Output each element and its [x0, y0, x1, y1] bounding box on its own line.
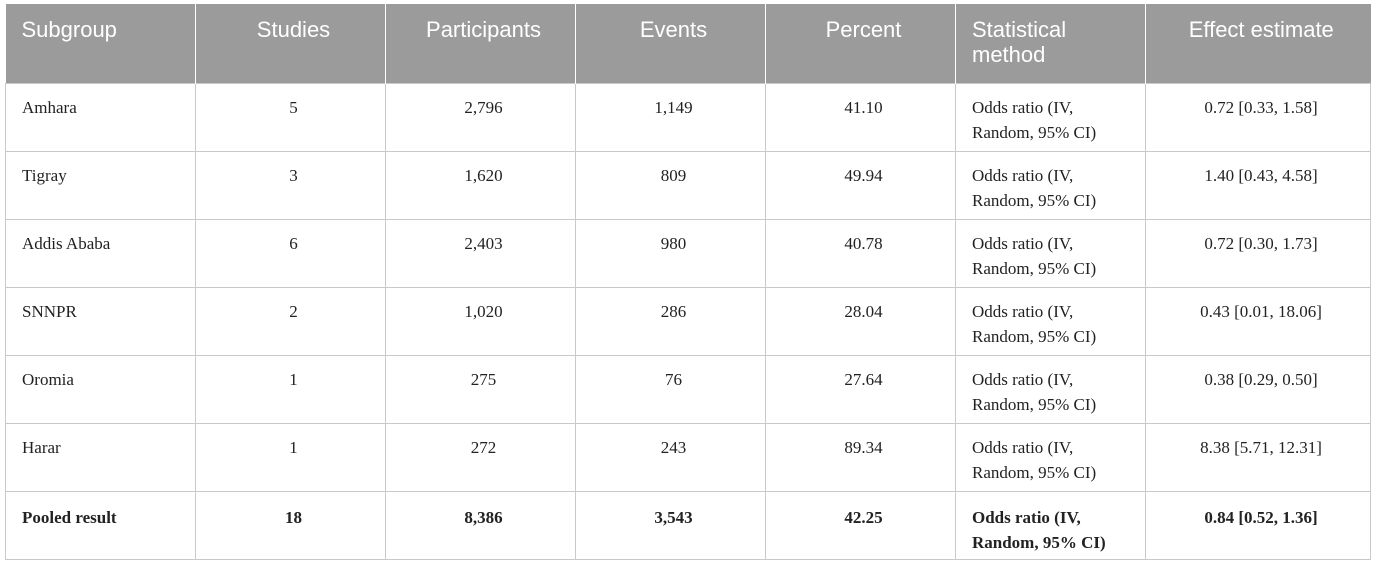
header-percent: Percent — [765, 4, 956, 83]
cell-statistical-method: Odds ratio (IV, Random, 95% CI) — [955, 82, 1146, 152]
cell-statistical-method: Odds ratio (IV, Random, 95% CI) — [955, 490, 1146, 560]
cell-percent: 49.94 — [765, 150, 956, 220]
cell-events: 3,543 — [575, 490, 766, 560]
cell-statistical-method: Odds ratio (IV, Random, 95% CI) — [955, 422, 1146, 492]
header-studies: Studies — [195, 4, 386, 83]
table-container: Subgroup Studies Participants Events Per… — [5, 4, 1371, 560]
cell-participants: 1,020 — [385, 286, 576, 356]
header-statistical-method: Statistical method — [955, 4, 1146, 83]
cell-subgroup: Harar — [5, 422, 196, 492]
cell-percent: 40.78 — [765, 218, 956, 288]
header-participants: Participants — [385, 4, 576, 83]
cell-participants: 8,386 — [385, 490, 576, 560]
cell-statistical-method: Odds ratio (IV, Random, 95% CI) — [955, 218, 1146, 288]
cell-studies: 3 — [195, 150, 386, 220]
table-row: Addis Ababa 6 2,403 980 40.78 Odds ratio… — [5, 218, 1371, 288]
header-effect-estimate: Effect estimate — [1145, 4, 1371, 83]
cell-effect-estimate: 8.38 [5.71, 12.31] — [1145, 422, 1371, 492]
cell-subgroup: SNNPR — [5, 286, 196, 356]
cell-effect-estimate: 0.84 [0.52, 1.36] — [1145, 490, 1371, 560]
pooled-result-row: Pooled result 18 8,386 3,543 42.25 Odds … — [5, 490, 1371, 560]
cell-percent: 41.10 — [765, 82, 956, 152]
header-events: Events — [575, 4, 766, 83]
cell-studies: 2 — [195, 286, 386, 356]
cell-participants: 2,796 — [385, 82, 576, 152]
cell-statistical-method: Odds ratio (IV, Random, 95% CI) — [955, 150, 1146, 220]
table-row: Harar 1 272 243 89.34 Odds ratio (IV, Ra… — [5, 422, 1371, 492]
cell-statistical-method: Odds ratio (IV, Random, 95% CI) — [955, 354, 1146, 424]
cell-effect-estimate: 1.40 [0.43, 4.58] — [1145, 150, 1371, 220]
cell-percent: 28.04 — [765, 286, 956, 356]
cell-events: 1,149 — [575, 82, 766, 152]
table-header-row: Subgroup Studies Participants Events Per… — [5, 4, 1371, 83]
cell-events: 76 — [575, 354, 766, 424]
table-row: Tigray 3 1,620 809 49.94 Odds ratio (IV,… — [5, 150, 1371, 220]
cell-studies: 1 — [195, 422, 386, 492]
cell-effect-estimate: 0.72 [0.33, 1.58] — [1145, 82, 1371, 152]
cell-subgroup: Tigray — [5, 150, 196, 220]
cell-subgroup: Pooled result — [5, 490, 196, 560]
header-subgroup: Subgroup — [5, 4, 196, 83]
cell-events: 243 — [575, 422, 766, 492]
cell-subgroup: Addis Ababa — [5, 218, 196, 288]
cell-effect-estimate: 0.38 [0.29, 0.50] — [1145, 354, 1371, 424]
cell-subgroup: Amhara — [5, 82, 196, 152]
cell-participants: 275 — [385, 354, 576, 424]
cell-participants: 272 — [385, 422, 576, 492]
cell-events: 980 — [575, 218, 766, 288]
cell-effect-estimate: 0.72 [0.30, 1.73] — [1145, 218, 1371, 288]
cell-percent: 27.64 — [765, 354, 956, 424]
cell-statistical-method: Odds ratio (IV, Random, 95% CI) — [955, 286, 1146, 356]
cell-participants: 1,620 — [385, 150, 576, 220]
cell-participants: 2,403 — [385, 218, 576, 288]
cell-percent: 42.25 — [765, 490, 956, 560]
cell-studies: 18 — [195, 490, 386, 560]
cell-studies: 5 — [195, 82, 386, 152]
table-row: SNNPR 2 1,020 286 28.04 Odds ratio (IV, … — [5, 286, 1371, 356]
cell-studies: 1 — [195, 354, 386, 424]
cell-subgroup: Oromia — [5, 354, 196, 424]
cell-events: 809 — [575, 150, 766, 220]
subgroup-analysis-table: Subgroup Studies Participants Events Per… — [5, 4, 1371, 560]
cell-events: 286 — [575, 286, 766, 356]
cell-percent: 89.34 — [765, 422, 956, 492]
table-row: Oromia 1 275 76 27.64 Odds ratio (IV, Ra… — [5, 354, 1371, 424]
cell-studies: 6 — [195, 218, 386, 288]
table-row: Amhara 5 2,796 1,149 41.10 Odds ratio (I… — [5, 82, 1371, 152]
cell-effect-estimate: 0.43 [0.01, 18.06] — [1145, 286, 1371, 356]
